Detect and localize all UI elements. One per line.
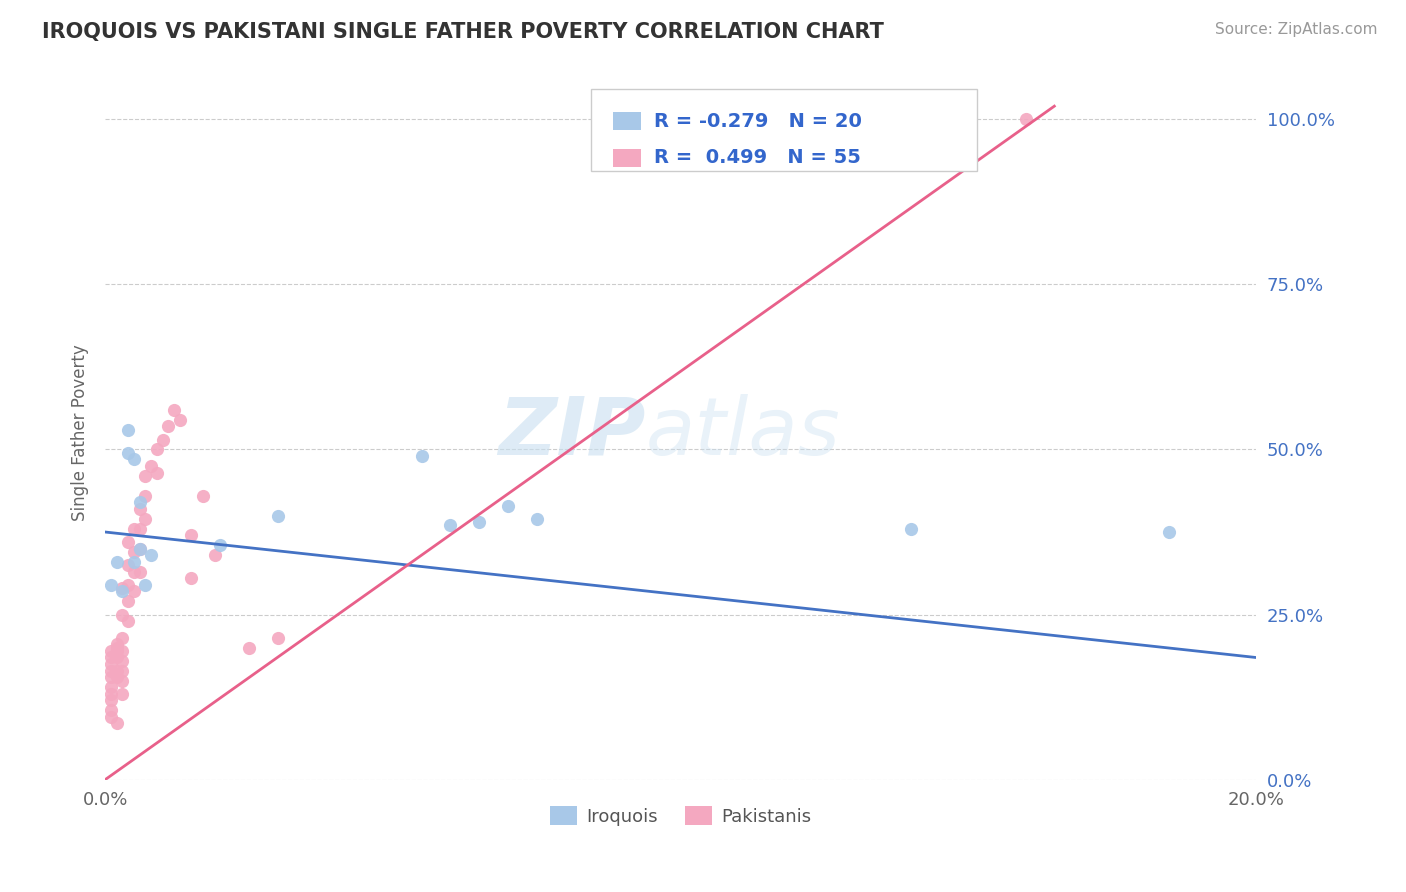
Point: [267, 631, 290, 645]
Point: [100, 650, 122, 665]
Point: [1014, 112, 1036, 127]
Point: [157, 419, 180, 434]
Point: [105, 716, 128, 731]
Point: [146, 442, 169, 457]
Point: [267, 508, 290, 523]
Point: [111, 644, 134, 658]
Point: [105, 664, 128, 678]
Point: [100, 703, 122, 717]
Point: [100, 680, 122, 694]
Point: [152, 433, 174, 447]
Point: [100, 644, 122, 658]
Point: [134, 489, 156, 503]
Point: [238, 640, 260, 655]
Point: [117, 423, 139, 437]
Point: [209, 538, 232, 552]
Point: [100, 670, 122, 684]
Point: [100, 693, 122, 707]
Point: [111, 654, 134, 668]
Point: [100, 657, 122, 671]
Point: [204, 548, 226, 562]
Point: [128, 541, 150, 556]
Point: [111, 631, 134, 645]
Point: [169, 413, 191, 427]
Point: [117, 578, 139, 592]
Point: [111, 664, 134, 678]
Text: Source: ZipAtlas.com: Source: ZipAtlas.com: [1215, 22, 1378, 37]
Point: [141, 458, 163, 473]
Point: [117, 594, 139, 608]
Point: [111, 673, 134, 688]
Point: [134, 512, 156, 526]
Point: [122, 522, 145, 536]
Point: [163, 403, 186, 417]
Point: [468, 515, 491, 529]
Text: R =  0.499   N = 55: R = 0.499 N = 55: [654, 148, 860, 167]
Point: [122, 545, 145, 559]
Point: [100, 710, 122, 724]
Point: [105, 644, 128, 658]
Point: [105, 640, 128, 655]
Point: [526, 512, 548, 526]
Point: [134, 578, 156, 592]
Point: [117, 558, 139, 572]
Point: [439, 518, 461, 533]
Point: [100, 664, 122, 678]
Point: [411, 449, 433, 463]
Point: [900, 522, 922, 536]
Point: [111, 607, 134, 622]
Point: [122, 555, 145, 569]
Point: [111, 687, 134, 701]
Text: atlas: atlas: [645, 394, 841, 472]
Point: [146, 466, 169, 480]
Point: [180, 571, 202, 585]
Point: [191, 489, 214, 503]
Point: [141, 548, 163, 562]
Y-axis label: Single Father Poverty: Single Father Poverty: [72, 344, 89, 521]
Point: [134, 469, 156, 483]
Point: [105, 637, 128, 651]
Point: [117, 614, 139, 628]
Text: ZIP: ZIP: [499, 394, 645, 472]
Point: [128, 565, 150, 579]
Point: [122, 565, 145, 579]
Legend: Iroquois, Pakistanis: Iroquois, Pakistanis: [543, 799, 818, 833]
Point: [128, 502, 150, 516]
Point: [100, 578, 122, 592]
Point: [128, 541, 150, 556]
Point: [117, 535, 139, 549]
Point: [111, 581, 134, 595]
Text: IROQUOIS VS PAKISTANI SINGLE FATHER POVERTY CORRELATION CHART: IROQUOIS VS PAKISTANI SINGLE FATHER POVE…: [42, 22, 884, 42]
Point: [128, 495, 150, 509]
Point: [111, 584, 134, 599]
Point: [122, 452, 145, 467]
Point: [100, 687, 122, 701]
Point: [122, 584, 145, 599]
Point: [105, 670, 128, 684]
Point: [117, 446, 139, 460]
Point: [180, 528, 202, 542]
Text: R = -0.279   N = 20: R = -0.279 N = 20: [654, 112, 862, 130]
Point: [1159, 524, 1181, 539]
Point: [105, 555, 128, 569]
Point: [105, 650, 128, 665]
Point: [128, 522, 150, 536]
Point: [496, 499, 519, 513]
